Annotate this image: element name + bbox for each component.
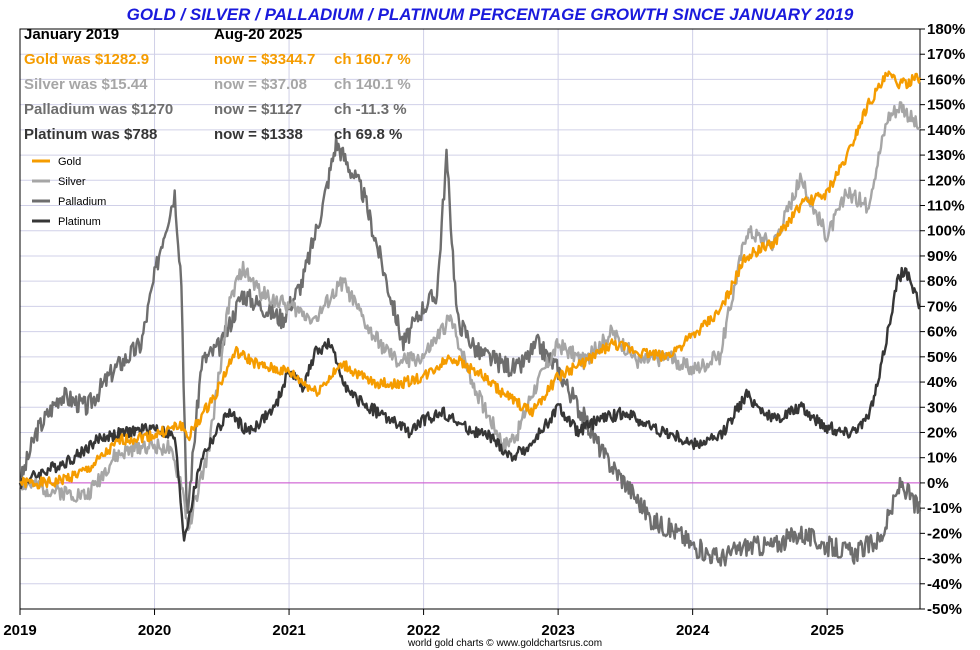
silver-change: ch 140.1 % [334, 76, 411, 93]
x-tick-label: 2024 [676, 622, 710, 639]
footer-credit: world gold charts © www.goldchartsrus.co… [407, 638, 602, 649]
y-tick-label: 70% [927, 298, 957, 315]
legend-label-palladium: Palladium [58, 196, 106, 208]
series-lines [18, 70, 922, 567]
palladium-change: ch -11.3 % [334, 101, 407, 118]
y-tick-label: 30% [927, 399, 957, 416]
series-line-palladium [18, 135, 922, 567]
gold-now: now = $3344.7 [214, 51, 315, 68]
platinum-change: ch 69.8 % [334, 126, 402, 143]
info-block: January 2019 Aug-20 2025 Gold was $1282.… [24, 26, 411, 143]
y-tick-label: 0% [927, 475, 949, 492]
silver-was: Silver was $15.44 [24, 76, 148, 93]
y-axis: -50% -40% -30% -20% -10% 0% 10% 20% 30% 40% 50% 60%… [920, 21, 965, 618]
x-tick-label: 2020 [138, 622, 171, 639]
y-tick-label: -40% [927, 576, 962, 593]
header-end-label: Aug-20 2025 [214, 26, 302, 43]
series-line-platinum [18, 266, 921, 542]
x-axis: 2019 2020 2021 2022 2023 2024 2025 [3, 609, 844, 639]
platinum-now: now = $1338 [214, 126, 303, 143]
y-tick-label: 160% [927, 71, 965, 88]
legend: Gold Silver Palladium Platinum [32, 156, 106, 228]
legend-label-gold: Gold [58, 156, 81, 168]
platinum-was: Platinum was $788 [24, 126, 157, 143]
y-tick-label: 130% [927, 147, 965, 164]
y-tick-label: -30% [927, 551, 962, 568]
y-tick-label: 40% [927, 374, 957, 391]
y-tick-label: 170% [927, 46, 965, 63]
gold-was: Gold was $1282.9 [24, 51, 149, 68]
palladium-was: Palladium was $1270 [24, 101, 173, 118]
y-tick-label: -20% [927, 525, 962, 542]
y-tick-label: 120% [927, 172, 965, 189]
y-tick-label: 20% [927, 424, 957, 441]
y-tick-label: 90% [927, 248, 957, 265]
series-line-gold [19, 70, 922, 490]
palladium-now: now = $1127 [214, 101, 302, 118]
y-tick-label: 80% [927, 273, 957, 290]
legend-label-silver: Silver [58, 176, 86, 188]
y-tick-label: 150% [927, 97, 965, 114]
gold-change: ch 160.7 % [334, 51, 411, 68]
y-tick-label: -10% [927, 500, 962, 517]
y-tick-label: 10% [927, 450, 957, 467]
silver-now: now = $37.08 [214, 76, 307, 93]
y-tick-label: 50% [927, 349, 957, 366]
y-tick-label: 110% [927, 198, 965, 215]
x-tick-label: 2019 [3, 622, 36, 639]
x-tick-label: 2022 [407, 622, 440, 639]
y-tick-label: 100% [927, 223, 965, 240]
y-tick-label: -50% [927, 601, 962, 618]
x-tick-label: 2025 [810, 622, 843, 639]
x-tick-label: 2023 [541, 622, 574, 639]
y-tick-label: 140% [927, 122, 965, 139]
x-tick-label: 2021 [272, 622, 305, 639]
header-start-label: January 2019 [24, 26, 119, 43]
y-tick-label: 60% [927, 324, 957, 341]
chart-title: GOLD / SILVER / PALLADIUM / PLATINUM PER… [127, 5, 854, 24]
y-tick-label: 180% [927, 21, 965, 38]
legend-label-platinum: Platinum [58, 216, 101, 228]
plot-area-frame [19, 28, 921, 610]
